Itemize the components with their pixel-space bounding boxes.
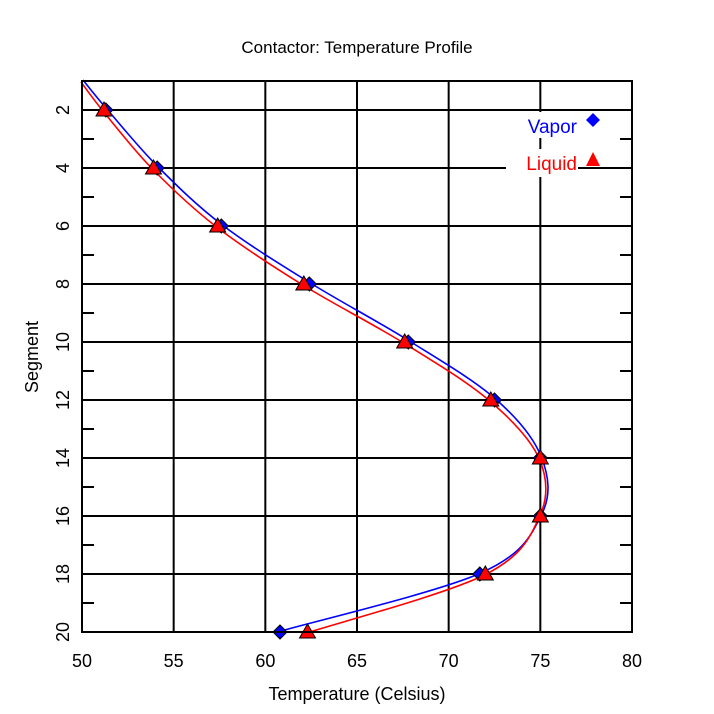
y-tick-label: 2 [53, 105, 73, 115]
liquid-marker [95, 100, 113, 117]
y-tick-label: 16 [53, 506, 73, 526]
liquid-marker [481, 390, 500, 407]
y-tick-labels: 2 4 6 8 10 12 14 16 18 20 [53, 105, 73, 642]
legend: Vapor Liquid [504, 112, 600, 177]
x-tick-labels: 50 55 60 65 70 75 80 [72, 651, 642, 671]
liquid-marker [531, 448, 550, 465]
legend-bg-liquid [506, 149, 578, 177]
x-tick-label: 70 [439, 651, 459, 671]
y-tick-label: 8 [53, 279, 73, 289]
liquid-marker [144, 158, 163, 175]
liquid-marker [208, 216, 227, 233]
x-axis-label: Temperature (Celsius) [268, 684, 445, 704]
y-tick-label: 20 [53, 622, 73, 642]
y-tick-label: 4 [53, 163, 73, 173]
y-tick-label: 6 [53, 221, 73, 231]
legend-marker-vapor [586, 113, 600, 127]
plot-frame [81, 80, 633, 633]
legend-label-liquid: Liquid [526, 154, 577, 175]
y-tick-label: 12 [53, 390, 73, 410]
liquid-marker [476, 564, 495, 581]
liquid-marker [294, 274, 313, 291]
liquid-marker [395, 332, 414, 349]
legend-bg-vapor [504, 112, 578, 138]
x-tick-label: 75 [530, 651, 550, 671]
series-curves [80, 79, 549, 634]
y-tick-label: 10 [53, 332, 73, 352]
x-tick-label: 60 [255, 651, 275, 671]
y-tick-label: 14 [53, 448, 73, 468]
liquid-marker [531, 506, 550, 523]
x-tick-label: 80 [622, 651, 642, 671]
legend-marker-liquid [586, 152, 600, 166]
x-tick-label: 55 [164, 651, 184, 671]
y-tick-label: 18 [53, 564, 73, 584]
series-markers [95, 100, 550, 640]
chart-title: Contactor: Temperature Profile [241, 38, 472, 57]
x-tick-label: 65 [347, 651, 367, 671]
y-axis-label: Segment [22, 321, 42, 393]
x-tick-label: 50 [72, 651, 92, 671]
legend-label-vapor: Vapor [528, 117, 578, 138]
